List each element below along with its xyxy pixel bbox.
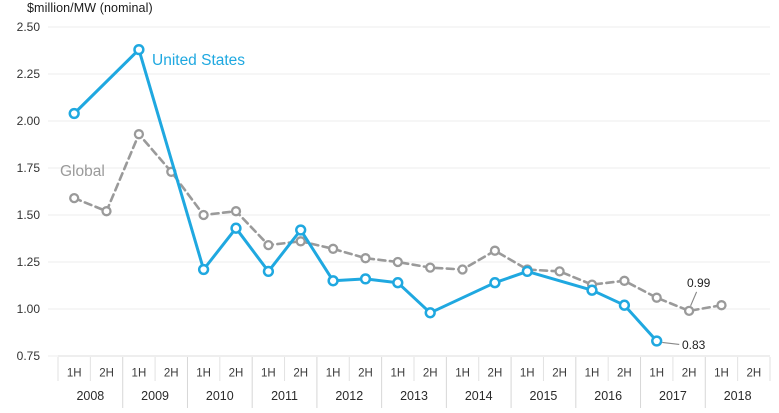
data-point-marker xyxy=(651,335,663,347)
x-axis-year-label: 2015 xyxy=(530,389,558,403)
x-axis-year-label: 2017 xyxy=(659,389,687,403)
data-point-marker xyxy=(198,209,209,221)
data-point-marker xyxy=(651,292,662,303)
x-axis-half-label: 1H xyxy=(132,368,147,380)
x-axis-half-label: 2H xyxy=(229,368,244,380)
data-point-marker xyxy=(359,273,372,285)
x-axis-half-label: 1H xyxy=(390,368,405,380)
x-axis-half-label: 1H xyxy=(196,368,211,380)
series-label-global: Global xyxy=(60,163,105,180)
x-axis-half-label: 1H xyxy=(714,368,729,380)
data-point-marker xyxy=(489,245,501,256)
data-point-marker xyxy=(295,224,307,236)
data-point-marker xyxy=(230,222,242,234)
x-axis-half-label: 2H xyxy=(746,368,761,380)
data-point-marker xyxy=(619,275,630,286)
x-axis-year-label: 2008 xyxy=(76,389,104,403)
series-label-united-states: United States xyxy=(152,52,246,69)
data-point-marker xyxy=(618,299,631,311)
data-point-marker xyxy=(133,43,145,56)
data-point-marker xyxy=(230,206,242,217)
data-point-marker xyxy=(263,239,274,251)
y-axis-tick-label: 1.75 xyxy=(17,161,41,175)
x-axis-half-label: 2H xyxy=(682,368,697,380)
annotation-global-2h2017: 0.99 xyxy=(687,276,711,290)
data-point-marker xyxy=(425,262,436,273)
data-point-marker xyxy=(68,107,80,120)
data-point-marker xyxy=(521,265,533,278)
x-axis-half-label: 1H xyxy=(67,368,82,380)
data-point-marker xyxy=(101,206,112,217)
x-axis-year-label: 2016 xyxy=(594,389,622,403)
x-axis-half-label: 2H xyxy=(293,368,308,380)
x-axis-half-label: 2H xyxy=(488,368,503,380)
y-axis-tick-label: 0.75 xyxy=(17,349,41,363)
x-axis-year-label: 2012 xyxy=(335,389,363,403)
y-axis-tick-label: 2.50 xyxy=(17,20,41,34)
y-axis-tick-label: 1.25 xyxy=(17,255,41,269)
x-axis-half-label: 1H xyxy=(520,368,535,380)
annotation-leader-line xyxy=(662,341,680,346)
data-point-marker xyxy=(69,192,80,204)
x-axis-half-label: 2H xyxy=(99,368,114,380)
x-axis-year-label: 2018 xyxy=(724,389,752,403)
data-point-marker xyxy=(392,256,403,268)
data-point-marker xyxy=(554,266,565,277)
x-axis-half-label: 2H xyxy=(164,368,179,380)
x-axis-year-label: 2009 xyxy=(141,389,169,403)
data-point-marker xyxy=(683,305,695,317)
x-axis-year-label: 2010 xyxy=(206,389,234,403)
data-point-marker xyxy=(586,284,598,296)
data-point-marker xyxy=(133,129,145,140)
data-point-marker xyxy=(327,275,339,287)
data-point-marker xyxy=(295,236,306,247)
data-point-marker xyxy=(392,277,404,289)
annotation-leader-line xyxy=(690,291,698,307)
x-axis-half-label: 1H xyxy=(585,368,600,380)
data-point-marker xyxy=(262,265,275,278)
data-point-marker xyxy=(457,264,468,275)
x-axis-year-label: 2011 xyxy=(271,389,298,403)
x-axis-year-label: 2013 xyxy=(400,389,428,403)
y-axis-tick-label: 1.50 xyxy=(17,208,41,222)
y-axis-tick-label: 2.25 xyxy=(17,67,41,81)
y-axis-tick-label: 1.00 xyxy=(17,302,41,316)
annotation-us-1h2017: 0.83 xyxy=(682,338,706,352)
data-point-marker xyxy=(327,243,339,254)
data-point-marker xyxy=(716,300,727,311)
data-point-marker xyxy=(197,263,210,276)
data-point-marker xyxy=(489,277,501,289)
x-axis-half-label: 1H xyxy=(455,368,470,380)
x-axis-half-label: 2H xyxy=(552,368,567,380)
series-line-united-states xyxy=(72,48,659,343)
data-point-marker xyxy=(360,253,371,264)
x-axis-half-label: 2H xyxy=(358,368,373,380)
x-axis-half-label: 1H xyxy=(649,368,664,380)
chart-title: $million/MW (nominal) xyxy=(27,1,153,15)
data-point-marker xyxy=(424,307,436,319)
x-axis-half-label: 2H xyxy=(423,368,438,380)
x-axis-half-label: 1H xyxy=(261,368,276,380)
y-axis-tick-label: 2.00 xyxy=(17,114,41,128)
x-axis-half-label: 1H xyxy=(326,368,341,380)
x-axis-half-label: 2H xyxy=(617,368,632,380)
x-axis-year-label: 2014 xyxy=(465,389,493,403)
